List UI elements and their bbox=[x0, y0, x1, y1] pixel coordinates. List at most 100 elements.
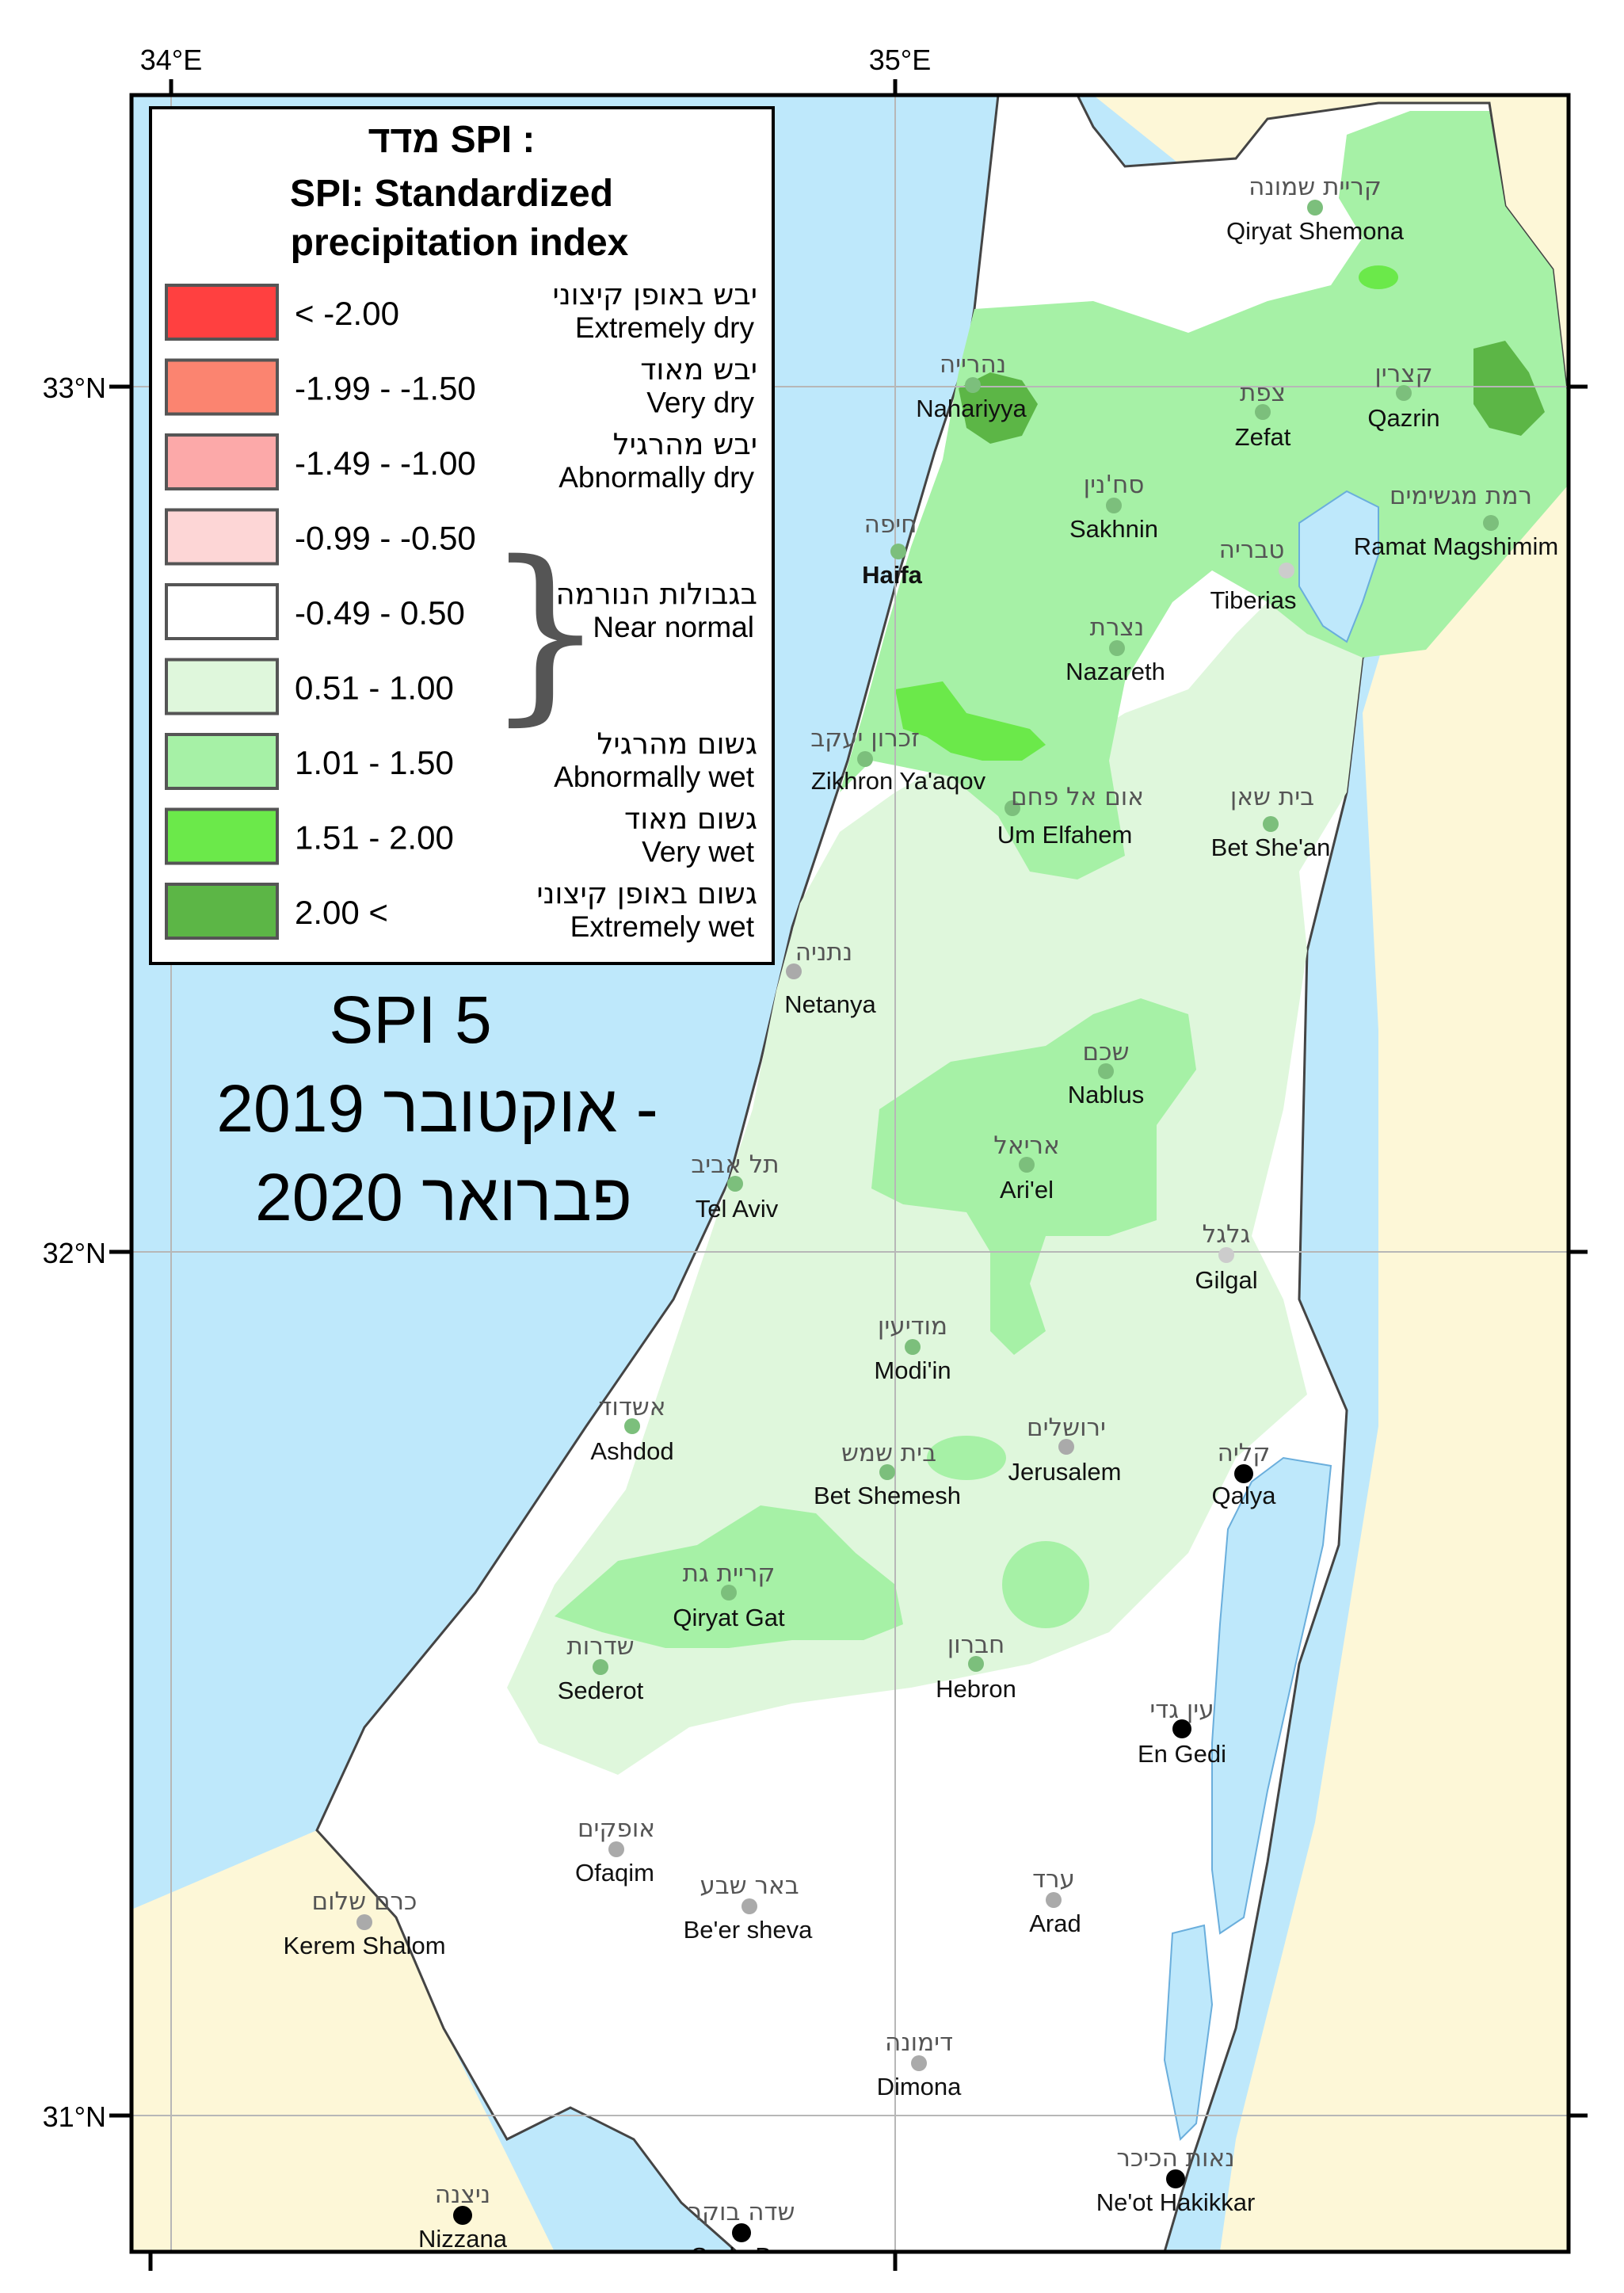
city-en-label: Nazareth bbox=[1066, 658, 1165, 685]
city-he-label: עין גדי bbox=[1149, 1696, 1214, 1724]
city-he-label: גלגל bbox=[1203, 1220, 1251, 1249]
legend-brace: } bbox=[485, 521, 606, 742]
city-dot-nazareth bbox=[1109, 640, 1125, 656]
city-dot-nablus bbox=[1098, 1063, 1114, 1079]
city-dot-en-gedi bbox=[1172, 1719, 1191, 1738]
legend-label-en: Very dry bbox=[646, 387, 754, 419]
city-en-label: Ashdod bbox=[590, 1437, 673, 1465]
city-en-label: Qiryat Gat bbox=[673, 1604, 785, 1631]
city-he-label: חיפה bbox=[864, 510, 917, 539]
legend-range-label: -1.49 - -1.00 bbox=[295, 444, 476, 482]
city-dot-sederot bbox=[593, 1659, 608, 1675]
zone-very-wet-galilee bbox=[1359, 265, 1398, 289]
city-en-label: Qiryat Shemona bbox=[1226, 217, 1405, 245]
city-en-label: Nablus bbox=[1068, 1081, 1145, 1108]
city-en-label: Ne'ot Hakikkar bbox=[1096, 2188, 1256, 2216]
city-en-label: Zefat bbox=[1235, 423, 1291, 451]
city-he-label: קצרין bbox=[1374, 360, 1432, 388]
lat-label-31: 31°N bbox=[43, 2100, 106, 2133]
city-en-label: Tel Aviv bbox=[696, 1195, 779, 1223]
legend-swatch bbox=[165, 883, 279, 940]
legend-swatch bbox=[165, 284, 279, 341]
dead-sea-evaporation-ponds bbox=[1163, 1924, 1214, 2142]
city-dot-qiryat-gat bbox=[721, 1585, 737, 1601]
city-en-label: Hebron bbox=[936, 1675, 1016, 1703]
city-en-label: Gilgal bbox=[1195, 1266, 1257, 1294]
city-en-label: Netanya bbox=[784, 990, 876, 1018]
city-he-label: ערד bbox=[1032, 1865, 1075, 1894]
legend-range-label: < -2.00 bbox=[295, 295, 399, 332]
city-he-label: שדה בוקר bbox=[688, 2198, 795, 2226]
legend-label-en: Very wet bbox=[642, 836, 755, 868]
city-en-label: Ramat Magshimim bbox=[1354, 532, 1558, 560]
city-en-label: Jerusalem bbox=[1008, 1458, 1122, 1486]
legend-label-he: בגבולות הנורמה bbox=[555, 577, 757, 611]
city-en-label: Be'er sheva bbox=[684, 1916, 813, 1944]
legend-range-label: 2.00 < bbox=[295, 894, 388, 931]
period-line2: אוקטובר 2019 - bbox=[216, 1071, 658, 1146]
legend-range-label: 1.01 - 1.50 bbox=[295, 744, 454, 781]
city-he-label: נהרייה bbox=[940, 350, 1006, 379]
legend-label-he: יבש באופן קיצוני bbox=[553, 277, 757, 311]
neighbour-land-east bbox=[1093, 95, 1569, 2252]
legend-range-label: 0.51 - 1.00 bbox=[295, 670, 454, 707]
city-dot-beer-sheva bbox=[741, 1898, 757, 1914]
legend-label-en: Near normal bbox=[593, 611, 754, 643]
city-dot-sede-boqer bbox=[732, 2223, 751, 2242]
city-en-label: Um Elfahem bbox=[997, 821, 1133, 849]
city-dot-ariel bbox=[1019, 1157, 1035, 1173]
city-en-label: Bet Shemesh bbox=[814, 1482, 961, 1509]
city-dot-qalya bbox=[1234, 1464, 1253, 1483]
city-en-label: Kerem Shalom bbox=[283, 1932, 445, 1959]
city-dot-ramat-magshimim bbox=[1483, 515, 1499, 531]
lon-label-34: 34°E bbox=[140, 44, 202, 76]
city-en-label: Ari'el bbox=[1000, 1176, 1054, 1204]
sea-of-galilee bbox=[1298, 490, 1379, 643]
period-line1: SPI 5 bbox=[329, 982, 491, 1057]
axis-ticks bbox=[109, 79, 1588, 2271]
city-he-label: צפת bbox=[1240, 379, 1286, 407]
dead-sea bbox=[1211, 1456, 1332, 1935]
legend-range-label: -0.99 - -0.50 bbox=[295, 520, 476, 557]
city-he-label: נאות הכיכר bbox=[1116, 2144, 1234, 2173]
city-he-label: קריית שמונה bbox=[1248, 173, 1382, 201]
city-he-label: שדרות bbox=[566, 1632, 634, 1661]
city-dot-bet-shean bbox=[1263, 816, 1279, 832]
city-en-label: Bet She'an bbox=[1211, 834, 1331, 861]
city-dot-neot-hakikkar bbox=[1166, 2169, 1185, 2188]
city-he-label: קליה bbox=[1218, 1439, 1271, 1467]
city-dot-arad bbox=[1046, 1892, 1062, 1908]
city-en-label: Modi'in bbox=[874, 1356, 951, 1384]
legend-range-label: 1.51 - 2.00 bbox=[295, 819, 454, 857]
city-he-label: כרם שלום bbox=[312, 1887, 417, 1916]
zone-very-wet-carmel bbox=[895, 681, 1046, 761]
city-dot-qazrin bbox=[1396, 385, 1412, 401]
city-en-label: Ofaqim bbox=[575, 1859, 654, 1887]
city-dot-bet-shemesh bbox=[879, 1464, 895, 1480]
city-dot-dimona bbox=[911, 2055, 927, 2071]
lat-label-32: 32°N bbox=[43, 1237, 106, 1269]
legend-title-he: מדד SPI : bbox=[368, 119, 536, 161]
neighbour-land-southwest bbox=[132, 1830, 555, 2252]
city-en-label: Sakhnin bbox=[1069, 515, 1158, 543]
city-he-label: טבריה bbox=[1219, 536, 1285, 564]
zone-abnormally-wet-bet-shemesh bbox=[927, 1436, 1006, 1480]
period-line3: פברואר 2020 bbox=[255, 1160, 632, 1234]
city-dot-sakhnin bbox=[1106, 498, 1122, 513]
city-he-label: באר שבע bbox=[700, 1871, 799, 1900]
city-he-label: נצרת bbox=[1090, 613, 1145, 642]
period-overlay: SPI 5 אוקטובר 2019 - פברואר 2020 bbox=[216, 982, 658, 1234]
city-en-label: Tiberias bbox=[1210, 586, 1296, 614]
city-en-label: Dimona bbox=[877, 2073, 963, 2100]
legend-swatch bbox=[165, 733, 279, 790]
city-en-label: Nizzana bbox=[418, 2225, 508, 2253]
city-he-label: אריאל bbox=[993, 1131, 1060, 1160]
city-he-label: בית שמש bbox=[841, 1439, 936, 1467]
lat-label-33: 33°N bbox=[43, 372, 106, 404]
zone-abnormally-wet-qiryat-gat bbox=[555, 1505, 903, 1648]
legend-label-he: יבש מהרגיל bbox=[613, 427, 757, 461]
legend-label-en: Abnormally dry bbox=[558, 461, 754, 494]
legend-swatch bbox=[165, 433, 279, 490]
city-en-label: Qazrin bbox=[1367, 404, 1439, 432]
